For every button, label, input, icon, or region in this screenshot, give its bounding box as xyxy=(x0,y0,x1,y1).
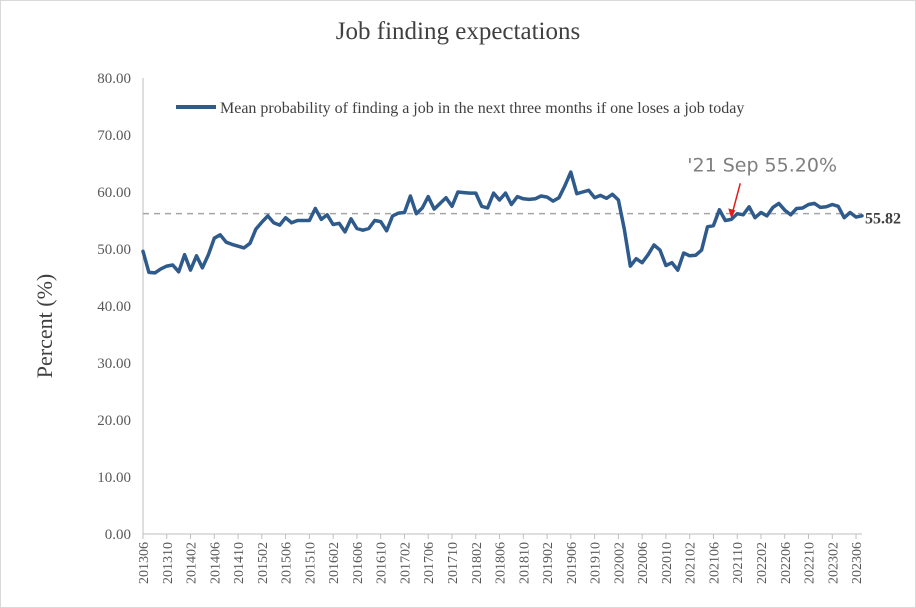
y-tick-label: 40.00 xyxy=(97,299,131,315)
x-tick-label: 201402 xyxy=(185,542,200,584)
x-tick-label: 202210 xyxy=(803,542,818,584)
x-tick-label: 202110 xyxy=(731,542,746,583)
x-tick-label: 202306 xyxy=(850,542,865,584)
x-tick-label: 201706 xyxy=(422,542,437,584)
x-tick-label: 201802 xyxy=(470,542,485,584)
y-tick-label: 10.00 xyxy=(97,470,131,486)
x-tick-label: 201406 xyxy=(208,542,223,584)
chart-title: Job finding expectations xyxy=(335,18,581,45)
x-tick-label: 201310 xyxy=(161,542,176,584)
x-tick-label: 201710 xyxy=(446,542,461,584)
x-tick-label: 202006 xyxy=(636,542,651,584)
x-tick-label: 201810 xyxy=(517,542,532,584)
y-tick-label: 50.00 xyxy=(97,242,131,258)
x-tick-label: 201410 xyxy=(232,542,247,584)
x-tick-label: 202102 xyxy=(684,542,699,584)
legend-label: Mean probability of finding a job in the… xyxy=(220,100,744,117)
annotation-label: '21 Sep 55.20% xyxy=(687,154,837,176)
x-tick-label: 201906 xyxy=(565,542,580,584)
x-tick-label: 202106 xyxy=(707,542,722,584)
series-line xyxy=(141,170,864,275)
x-tick-label: 202302 xyxy=(826,542,841,584)
y-tick-label: 0.00 xyxy=(105,527,131,543)
y-tick-label: 30.00 xyxy=(97,356,131,372)
x-tick-label: 201506 xyxy=(280,542,295,584)
x-tick-label: 201910 xyxy=(589,542,604,584)
y-tick-label: 70.00 xyxy=(97,128,131,144)
x-tick-label: 201806 xyxy=(494,542,509,584)
x-tick-label: 201602 xyxy=(327,542,342,584)
x-tick-label: 201902 xyxy=(541,542,556,584)
annotation-arrowhead xyxy=(728,208,736,219)
x-tick-label: 201510 xyxy=(303,542,318,584)
end-value-label: 55.82 xyxy=(865,211,901,228)
y-tick-label: 80.00 xyxy=(97,71,131,87)
y-tick-label: 20.00 xyxy=(97,413,131,429)
x-tick-label: 201606 xyxy=(351,542,366,584)
x-tick-label: 201610 xyxy=(375,542,390,584)
x-tick-label: 202002 xyxy=(612,542,627,584)
y-tick-label: 60.00 xyxy=(97,185,131,201)
x-tick-label: 202010 xyxy=(660,542,675,584)
x-tick-label: 201502 xyxy=(256,542,271,584)
x-tick-label: 201702 xyxy=(398,542,413,584)
x-tick-label: 202202 xyxy=(755,542,770,584)
annotation-arrow xyxy=(731,183,741,214)
y-axis-label: Percent (%) xyxy=(32,274,57,378)
x-tick-label: 201306 xyxy=(137,542,152,584)
x-tick-label: 202206 xyxy=(779,542,794,584)
